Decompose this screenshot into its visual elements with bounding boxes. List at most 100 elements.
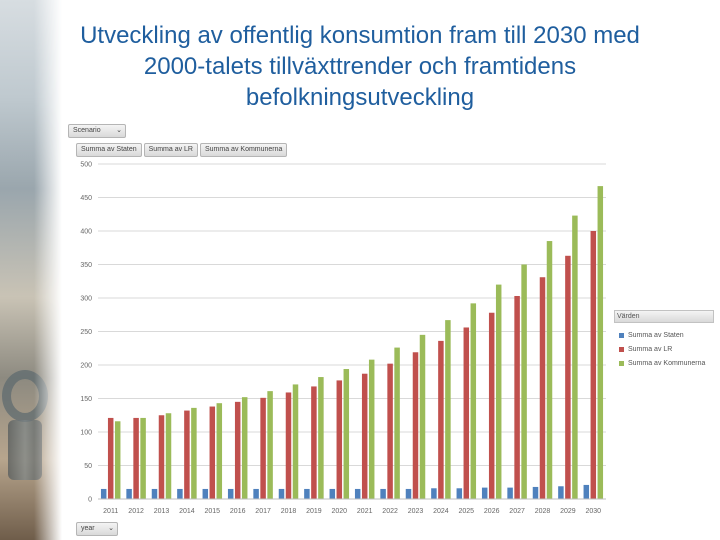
legend-item-lr: Summa av LR xyxy=(614,342,714,356)
bar-kommunerna xyxy=(292,384,299,499)
bar-lr xyxy=(184,410,190,499)
bar-staten xyxy=(177,488,183,499)
x-tick-label: 2018 xyxy=(281,508,297,515)
bar-kommunerna xyxy=(572,215,578,499)
mooring-bolt-image xyxy=(8,420,42,480)
y-tick-label: 300 xyxy=(80,296,92,303)
bar-kommunerna xyxy=(445,320,451,499)
field-button-kommunerna[interactable]: Summa av Kommunerna xyxy=(200,143,288,157)
legend-item-kommunerna: Summa av Kommunerna xyxy=(614,356,714,370)
bar-lr xyxy=(361,373,368,499)
bar-staten xyxy=(583,484,590,499)
bar-staten xyxy=(405,488,412,499)
y-tick-label: 500 xyxy=(80,162,92,169)
y-tick-label: 0 xyxy=(88,497,92,504)
bar-staten xyxy=(126,488,132,499)
bar-kommunerna xyxy=(597,186,604,500)
bar-staten xyxy=(151,488,158,499)
bar-staten xyxy=(227,488,234,499)
bar-lr xyxy=(311,386,317,499)
bar-lr xyxy=(488,312,495,499)
scenario-filter-button[interactable]: Scenario ⌄ xyxy=(68,124,126,138)
bar-staten xyxy=(304,488,310,499)
bar-kommunerna xyxy=(546,241,553,500)
x-tick-label: 2029 xyxy=(560,508,576,515)
bar-staten xyxy=(253,488,259,499)
y-tick-label: 200 xyxy=(80,363,92,370)
legend-item-staten: Summa av Staten xyxy=(614,328,714,342)
field-button-lr[interactable]: Summa av LR xyxy=(143,143,198,157)
x-tick-label: 2021 xyxy=(357,508,373,515)
legend-label-kommunerna: Summa av Kommunerna xyxy=(628,359,706,367)
bar-lr xyxy=(107,417,114,499)
bar-staten xyxy=(481,487,488,499)
bar-staten xyxy=(354,488,361,499)
bar-lr xyxy=(234,401,241,499)
bar-lr xyxy=(387,363,393,499)
legend-label-lr: Summa av LR xyxy=(628,345,673,353)
bar-staten xyxy=(532,486,539,499)
bar-kommunerna xyxy=(394,347,400,499)
bar-staten xyxy=(100,488,107,499)
bar-kommunerna xyxy=(419,334,426,499)
bar-kommunerna xyxy=(495,284,502,499)
bar-staten xyxy=(329,488,336,499)
x-tick-label: 2015 xyxy=(205,508,221,515)
year-filter-label: year xyxy=(81,525,95,532)
bar-kommunerna xyxy=(318,377,324,499)
x-tick-label: 2030 xyxy=(586,508,602,515)
x-tick-label: 2012 xyxy=(128,508,144,515)
x-tick-label: 2025 xyxy=(459,508,475,515)
bar-kommunerna xyxy=(165,413,172,499)
x-tick-label: 2024 xyxy=(433,508,449,515)
y-tick-label: 100 xyxy=(80,430,92,437)
bar-lr xyxy=(285,392,292,499)
y-tick-label: 50 xyxy=(84,463,92,470)
x-tick-label: 2028 xyxy=(535,508,551,515)
bar-lr xyxy=(336,380,343,499)
bar-kommunerna xyxy=(521,264,527,499)
year-filter-button[interactable]: year ⌄ xyxy=(76,522,118,536)
x-tick-label: 2026 xyxy=(484,508,500,515)
bar-lr xyxy=(438,340,444,499)
bar-kommunerna xyxy=(140,417,146,499)
bar-staten xyxy=(558,486,564,499)
x-tick-label: 2023 xyxy=(408,508,424,515)
bar-lr xyxy=(539,277,546,499)
bar-lr xyxy=(133,417,139,499)
legend-swatch-lr xyxy=(619,346,624,352)
field-button-staten[interactable]: Summa av Staten xyxy=(76,143,142,157)
y-tick-label: 350 xyxy=(80,262,92,269)
bar-kommunerna xyxy=(216,403,223,499)
bar-staten xyxy=(380,488,386,499)
x-tick-label: 2027 xyxy=(509,508,525,515)
bar-lr xyxy=(514,295,520,499)
chart-legend: Värden Summa av Staten Summa av LR Summa… xyxy=(614,310,714,370)
x-tick-label: 2020 xyxy=(332,508,348,515)
slide-title: Utveckling av offentlig konsumtion fram … xyxy=(80,22,640,111)
series-field-buttons: Summa av Staten Summa av LR Summa av Kom… xyxy=(76,143,288,157)
bar-kommunerna xyxy=(241,397,248,499)
x-tick-label: 2011 xyxy=(103,508,118,515)
filter-dropdown-icon: ⌄ xyxy=(108,525,114,532)
x-tick-label: 2014 xyxy=(179,508,195,515)
y-tick-label: 250 xyxy=(80,329,92,336)
x-tick-label: 2016 xyxy=(230,508,246,515)
bar-staten xyxy=(507,487,513,499)
legend-swatch-staten xyxy=(619,332,624,338)
x-tick-label: 2019 xyxy=(306,508,322,515)
bar-kommunerna xyxy=(191,407,197,499)
legend-title: Värden xyxy=(614,310,714,323)
x-tick-label: 2022 xyxy=(382,508,398,515)
bar-lr xyxy=(209,406,216,499)
y-tick-label: 400 xyxy=(80,229,92,236)
bar-lr xyxy=(260,397,266,499)
bar-kommunerna xyxy=(470,303,477,499)
bar-lr xyxy=(412,352,419,499)
filter-dropdown-icon: ⌄ xyxy=(116,127,122,134)
bar-staten xyxy=(431,488,437,499)
background-photo-strip xyxy=(0,0,62,540)
bar-lr xyxy=(565,255,571,499)
y-tick-label: 150 xyxy=(80,396,92,403)
